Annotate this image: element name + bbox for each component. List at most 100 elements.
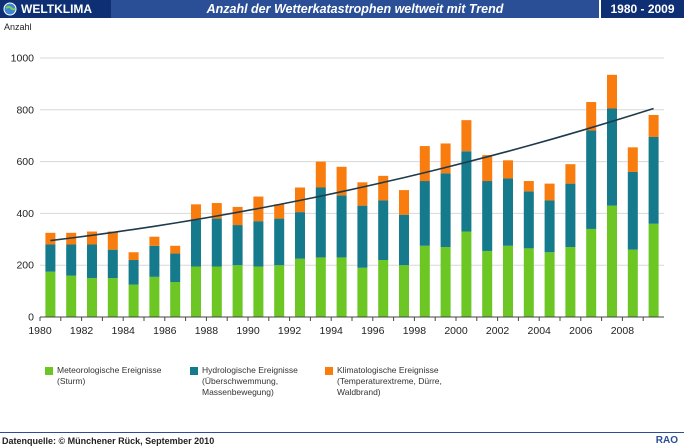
- legend-label: Meteorologische Ereignisse: [57, 365, 162, 375]
- bar-klimatologisch: [586, 102, 597, 131]
- bar-meteorologisch: [648, 223, 659, 317]
- x-tick-label: 1992: [278, 325, 302, 337]
- bar-klimatologisch: [399, 190, 409, 215]
- bar-meteorologisch: [461, 231, 472, 317]
- bar-hydrologisch: [170, 253, 181, 283]
- x-tick-label: 1994: [320, 325, 344, 337]
- bar-hydrologisch: [211, 218, 222, 267]
- y-tick-label: 200: [16, 260, 34, 272]
- bar-meteorologisch: [440, 247, 451, 317]
- bar-hydrologisch: [253, 221, 264, 267]
- year-range: 1980 - 2009: [601, 0, 684, 18]
- bar-klimatologisch: [523, 181, 534, 192]
- bar-hydrologisch: [565, 183, 576, 248]
- footer-brand: RAO: [655, 435, 678, 446]
- x-tick-label: 1980: [28, 325, 52, 337]
- y-tick-label: 1000: [11, 53, 35, 65]
- bar-hydrologisch: [66, 244, 77, 276]
- bar-klimatologisch: [378, 175, 389, 201]
- bar-hydrologisch: [399, 214, 409, 266]
- bar-hydrologisch: [87, 244, 97, 279]
- legend-item-hydrologisch: Hydrologische Ereignisse (Überschwemmung…: [202, 365, 317, 398]
- bar-klimatologisch: [357, 182, 368, 206]
- bar-klimatologisch: [648, 114, 659, 137]
- bar-hydrologisch: [191, 219, 201, 267]
- header-bar: WELTKLIMA Anzahl der Wetterkatastrophen …: [0, 0, 684, 18]
- bar-hydrologisch: [482, 181, 493, 251]
- bar-meteorologisch: [399, 265, 409, 317]
- bar-hydrologisch: [232, 225, 243, 266]
- x-tick-label: 2004: [528, 325, 552, 337]
- bar-klimatologisch: [440, 143, 451, 174]
- bar-klimatologisch: [170, 245, 181, 254]
- legend-swatch-meteorologisch: [45, 367, 53, 375]
- bar-klimatologisch: [482, 155, 493, 182]
- x-tick-label: 1988: [195, 325, 219, 337]
- bar-meteorologisch: [45, 271, 56, 317]
- y-tick-label: 0: [28, 312, 34, 324]
- bar-hydrologisch: [149, 245, 160, 277]
- bar-hydrologisch: [419, 181, 430, 246]
- bar-meteorologisch: [170, 282, 181, 317]
- x-tick-label: 1996: [361, 325, 385, 337]
- bar-meteorologisch: [315, 257, 326, 317]
- bar-hydrologisch: [274, 218, 285, 266]
- bar-hydrologisch: [295, 212, 305, 259]
- legend-sublabel: (Temperaturextreme, Dürre, Waldbrand): [337, 376, 442, 397]
- bar-klimatologisch: [607, 74, 617, 109]
- footer-divider: [0, 432, 684, 433]
- bar-klimatologisch: [107, 231, 118, 250]
- y-axis-label: Anzahl: [4, 22, 32, 32]
- bar-klimatologisch: [128, 252, 139, 261]
- bar-hydrologisch: [503, 178, 513, 246]
- bar-klimatologisch: [544, 183, 555, 201]
- bar-klimatologisch: [87, 231, 97, 245]
- legend-item-meteorologisch: Meteorologische Ereignisse (Sturm): [57, 365, 161, 387]
- bar-meteorologisch: [107, 278, 118, 317]
- legend-sublabel: (Sturm): [57, 376, 86, 386]
- bar-meteorologisch: [586, 228, 597, 317]
- legend-swatch-hydrologisch: [190, 367, 198, 375]
- brand-box: WELTKLIMA: [0, 0, 111, 18]
- bar-meteorologisch: [378, 260, 389, 317]
- bar-meteorologisch: [419, 245, 430, 317]
- bar-hydrologisch: [544, 200, 555, 253]
- x-tick-label: 1986: [153, 325, 177, 337]
- bar-hydrologisch: [461, 151, 472, 232]
- bar-meteorologisch: [211, 266, 222, 317]
- bar-hydrologisch: [627, 171, 638, 250]
- y-tick-label: 800: [16, 104, 34, 116]
- source-note: Datenquelle: © Münchener Rück, September…: [2, 436, 215, 446]
- bar-klimatologisch: [211, 203, 222, 219]
- legend-label: Klimatologische Ereignisse: [337, 365, 439, 375]
- bar-meteorologisch: [149, 276, 160, 317]
- bar-meteorologisch: [523, 248, 534, 317]
- legend-swatch-klimatologisch: [325, 367, 333, 375]
- legend-item-klimatologisch: Klimatologische Ereignisse (Temperaturex…: [337, 365, 452, 398]
- bar-klimatologisch: [461, 120, 472, 152]
- legend-sublabel: (Überschwemmung, Massenbewegung): [202, 376, 279, 397]
- bar-hydrologisch: [378, 200, 389, 261]
- x-tick-label: 2000: [444, 325, 468, 337]
- globe-icon: [3, 2, 17, 16]
- bar-meteorologisch: [607, 205, 617, 317]
- bar-klimatologisch: [627, 147, 638, 172]
- bar-klimatologisch: [45, 232, 56, 245]
- bar-meteorologisch: [336, 257, 347, 317]
- bar-meteorologisch: [232, 265, 243, 317]
- bar-hydrologisch: [128, 260, 139, 285]
- bar-meteorologisch: [87, 278, 97, 317]
- bar-klimatologisch: [565, 164, 576, 184]
- bar-klimatologisch: [191, 204, 201, 220]
- bar-hydrologisch: [315, 187, 326, 258]
- bar-meteorologisch: [565, 247, 576, 317]
- bar-meteorologisch: [357, 267, 368, 317]
- x-tick-label: 1982: [70, 325, 94, 337]
- bar-klimatologisch: [232, 206, 243, 226]
- bar-hydrologisch: [45, 244, 56, 272]
- bar-hydrologisch: [336, 195, 347, 258]
- x-tick-label: 2002: [486, 325, 510, 337]
- legend-label: Hydrologische Ereignisse: [202, 365, 298, 375]
- bar-hydrologisch: [648, 136, 659, 224]
- bar-klimatologisch: [336, 166, 347, 196]
